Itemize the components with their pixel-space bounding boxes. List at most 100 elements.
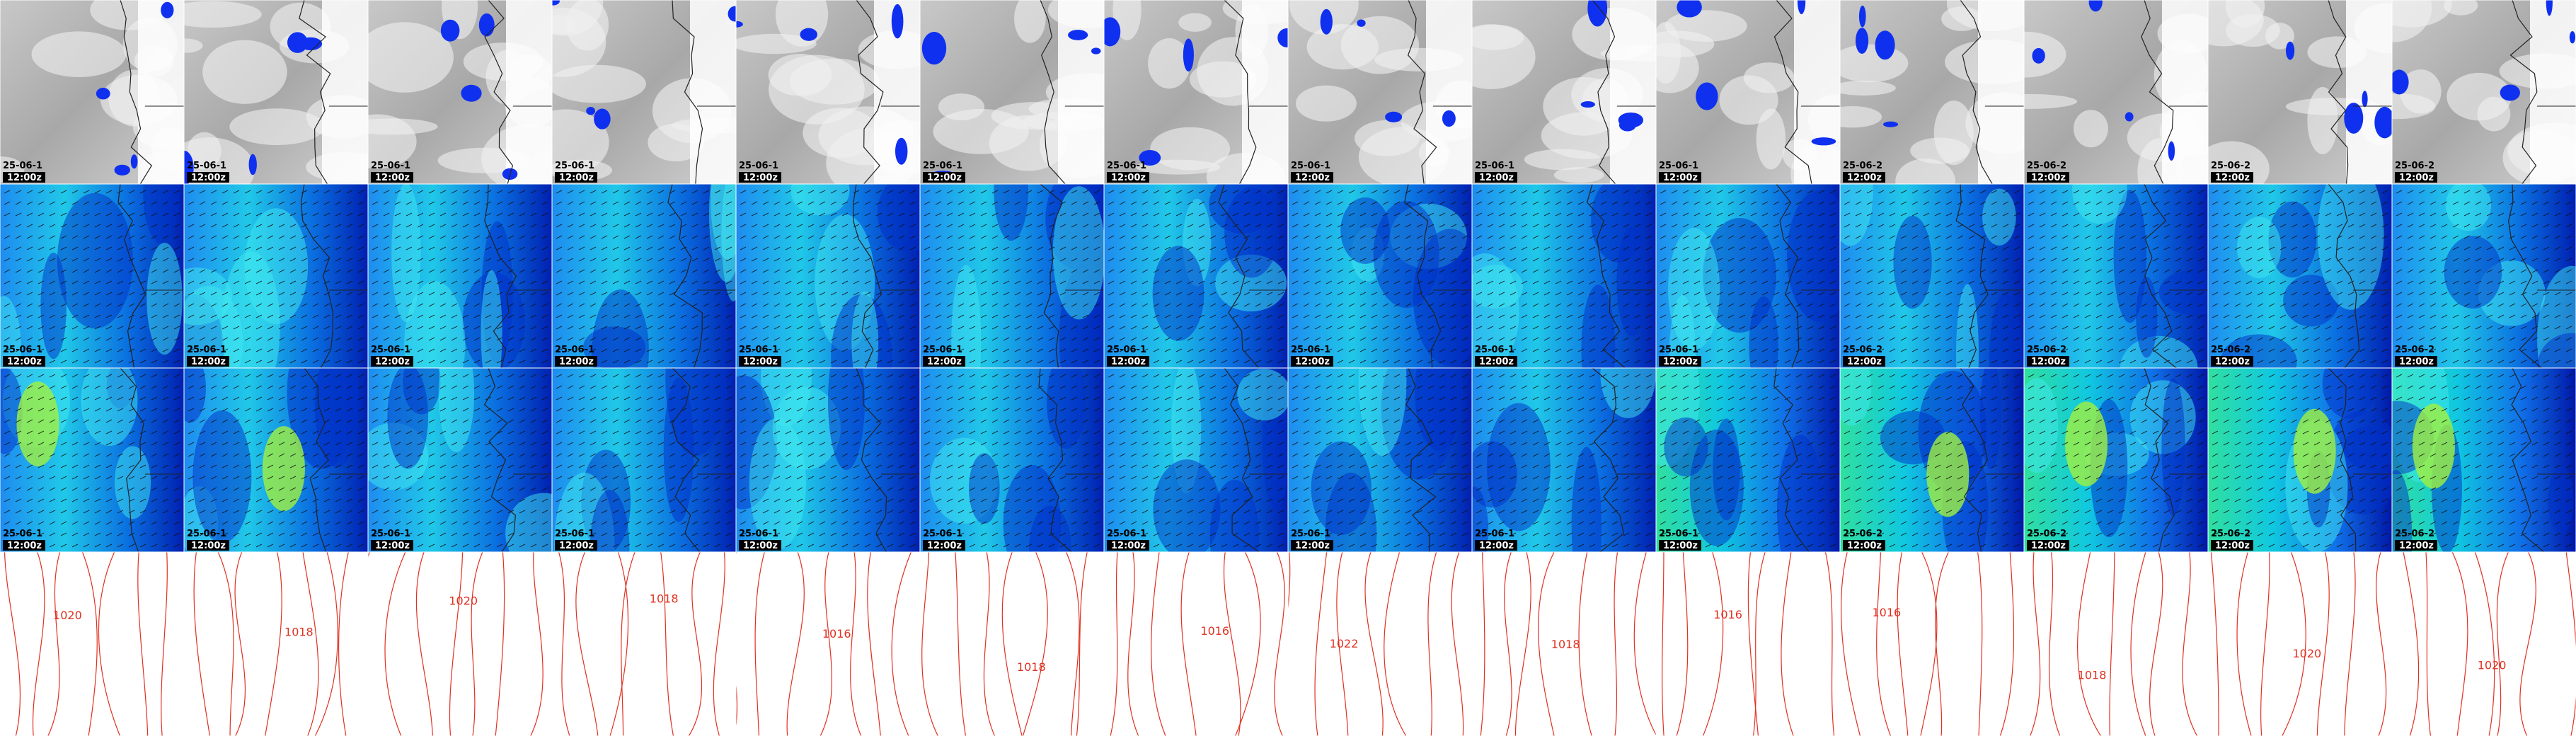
isobar: [736, 552, 738, 728]
panel-time: 12:00z: [927, 541, 962, 551]
coastline: [300, 184, 334, 368]
isobar: [754, 552, 765, 736]
coastline: [1592, 368, 1625, 552]
wind-band: [143, 184, 180, 243]
isobar: [820, 552, 832, 736]
coastline: [1773, 0, 1812, 184]
panel-time: 12:00z: [559, 357, 594, 367]
coastline: [304, 368, 329, 552]
isobar: [415, 552, 433, 736]
panel-content: [1288, 368, 1472, 552]
panel-time: 12:00z: [1295, 357, 1330, 367]
wind-band: [391, 184, 421, 323]
wind-band: [1311, 441, 1372, 535]
panel-time: 12:00z: [1847, 541, 1882, 551]
panel-time: 12:00z: [1663, 357, 1698, 367]
panel-content: 1020: [0, 552, 184, 736]
isobar: [867, 552, 881, 736]
time-box: [1659, 356, 1701, 367]
panel-content: 1018: [184, 552, 368, 736]
isobar: [1514, 552, 1531, 736]
precip: [1797, 0, 1806, 15]
panel-content: 1018: [552, 552, 736, 736]
isobar: [1999, 552, 2015, 736]
wind-band: [404, 281, 466, 368]
wind-band: [1956, 284, 1979, 368]
map-panel: 25-06-2 12:00z: [2391, 0, 2576, 185]
precip: [2374, 106, 2392, 139]
panel-time: 12:00z: [7, 173, 42, 183]
wind-band: [1668, 228, 1720, 350]
pressure-background: [368, 552, 552, 736]
coastline: [1773, 368, 1810, 552]
precip: [440, 19, 460, 42]
wind-band: [951, 265, 982, 368]
wind-arrows: [1108, 190, 1284, 364]
cloud: [789, 58, 880, 105]
wind-arrows: [2028, 374, 2204, 548]
isobar: [1451, 552, 1464, 736]
precip: [478, 13, 495, 37]
panel-time: 12:00z: [2399, 541, 2434, 551]
isobar: [1781, 552, 1794, 736]
precip: [891, 4, 904, 39]
panel-time: 12:00z: [1295, 173, 1330, 183]
precip: [1357, 19, 1366, 27]
wind-band: [827, 368, 866, 471]
land: [690, 0, 736, 184]
panel-time: 12:00z: [375, 541, 410, 551]
panel-date: 25-06-2: [2211, 345, 2250, 355]
panel-time: 12:00z: [1479, 541, 1514, 551]
land: [506, 0, 552, 184]
panel-content: [2208, 368, 2392, 552]
panel-content: [552, 184, 736, 368]
panel-time: 12:00z: [375, 357, 410, 367]
wind-arrows: [1660, 190, 1836, 364]
panel-content: [736, 368, 920, 552]
wind-arrows: [4, 190, 180, 364]
wind-arrows: [556, 374, 732, 548]
contour-label: 1016: [1200, 624, 1229, 638]
wind-band: [2322, 368, 2377, 419]
panel-date: 25-06-2: [2027, 345, 2066, 355]
isobar: [32, 552, 45, 736]
wind-band: [2072, 184, 2127, 224]
wind-band: [0, 368, 23, 454]
cloud: [1840, 80, 1896, 96]
cloud: [2024, 31, 2066, 78]
isobar: [1235, 552, 1261, 736]
panel-date: 25-06-2: [2211, 161, 2250, 171]
isobar: [2344, 552, 2356, 736]
panel-date: 25-06-1: [555, 529, 594, 539]
isobar: [2077, 552, 2102, 736]
map-panel: 25-06-1 12:00z: [367, 183, 553, 369]
panel-time: 12:00z: [1847, 357, 1882, 367]
isobar: [1752, 552, 1766, 736]
cloud: [184, 38, 203, 53]
isobar: [850, 552, 862, 736]
wind-band: [387, 368, 429, 469]
contour-label: 1022: [1330, 637, 1359, 650]
wind-arrows: [924, 374, 1100, 548]
precip: [1858, 5, 1866, 28]
isobar: [1384, 552, 1407, 736]
isobar: [47, 552, 61, 736]
panel-date: 25-06-1: [371, 161, 410, 171]
land: [1978, 0, 2024, 184]
precip: [1875, 30, 1895, 60]
isobar: [688, 552, 703, 736]
panel-content: [1840, 184, 2024, 368]
panel-date: 25-06-1: [3, 529, 42, 539]
isobar: [2030, 552, 2041, 736]
panel-time: 12:00z: [743, 173, 778, 183]
cloud: [1306, 24, 1379, 70]
panel-content: 1020: [2392, 552, 2576, 736]
isobar: [1840, 552, 1861, 736]
precip: [2392, 69, 2409, 95]
wind-band: [1840, 368, 1872, 426]
wind-arrows: [1844, 190, 2020, 364]
wind-max: [2065, 401, 2108, 487]
wind-band: [0, 296, 22, 368]
cloud: [1840, 105, 1882, 128]
isobar: [1662, 552, 1664, 736]
